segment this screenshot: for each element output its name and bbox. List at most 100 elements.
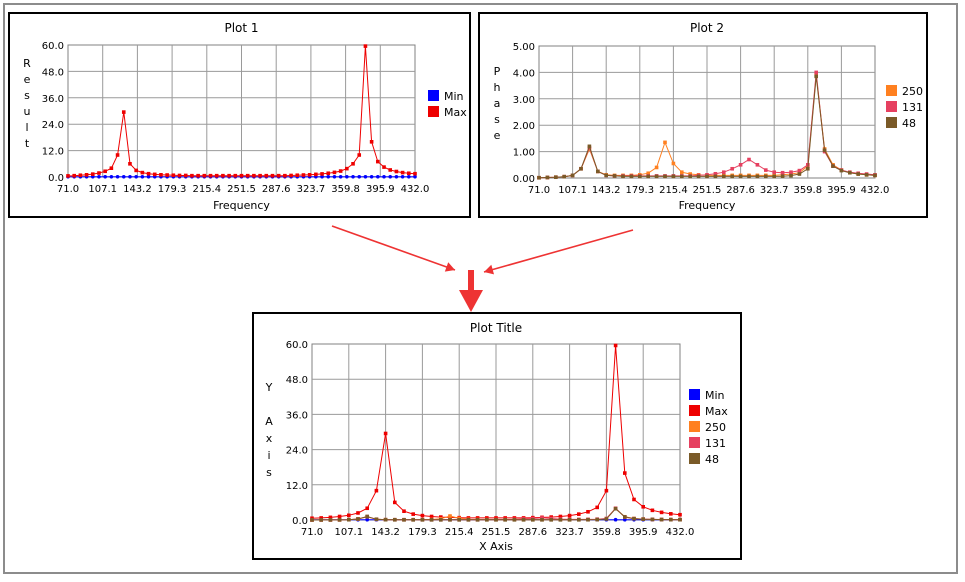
data-point [448,514,452,518]
data-point [295,173,300,178]
y-tick-label: 0.0 [292,516,308,527]
data-point [831,164,835,168]
data-point [347,517,351,522]
x-tick-label: 143.2 [371,527,400,538]
data-point [429,514,434,519]
data-point [613,343,618,348]
x-tick-label: 323.7 [760,185,789,196]
legend-label: 250 [705,421,726,434]
data-point [521,518,526,522]
x-tick-label: 251.5 [693,185,722,196]
legend-label: 48 [705,453,719,466]
data-point [839,168,844,173]
data-point [650,517,655,522]
data-point [357,153,362,157]
data-point [671,161,676,166]
data-point [177,173,182,178]
x-tick-label: 432.0 [401,184,430,195]
y-tick-label: 48.0 [286,375,308,386]
data-point [680,174,684,179]
data-point [97,174,101,179]
data-point [688,174,692,179]
data-point [376,174,380,179]
data-point [351,162,355,166]
data-point [196,173,200,178]
x-tick-label: 143.2 [592,185,621,196]
data-point [722,170,726,174]
data-point [115,153,120,157]
x-tick-label: 287.6 [262,184,291,195]
legend-label: 131 [902,101,923,114]
y-tick-label: 0.00 [513,174,535,185]
data-point [596,169,600,174]
x-tick-label: 287.6 [518,527,547,538]
x-tick-label: 215.4 [445,527,474,538]
data-point [604,488,609,493]
data-point [864,173,869,177]
data-point [540,516,544,520]
legend-swatch [886,85,897,96]
x-tick-label: 323.7 [555,527,584,538]
data-point [671,174,676,179]
plot-2-chart: Plot 2 71.0 107.1 143.2 179.3 215.4 251.5 287.6… [494,21,923,212]
x-tick-label: 107.1 [88,184,117,195]
data-point [264,173,269,178]
y-tick-label: 12.0 [42,147,64,158]
legend-label: 48 [902,117,916,130]
data-point [383,517,388,522]
data-point [814,74,818,79]
x-axis-label: X Axis [479,540,513,553]
data-point [764,174,768,179]
data-point [678,512,682,517]
data-point [345,166,349,171]
data-point [604,517,609,521]
data-point [388,174,393,179]
data-point [646,174,650,179]
data-point [374,488,379,493]
data-point [319,518,323,522]
data-point [562,174,566,179]
data-point [365,514,369,519]
data-point [388,168,393,172]
data-point [270,173,275,178]
x-tick-label: 71.0 [528,185,550,196]
data-point [772,174,776,179]
y-tick-label: 2.00 [513,121,535,132]
plot-1-panel: Plot 1 71.0 107.1 143.2 179.3 215.4 251.5 287.6… [8,12,471,218]
data-point [822,148,827,153]
data-point [570,173,575,178]
data-point [289,173,293,178]
data-point [109,174,114,179]
data-point [407,174,411,179]
y-tick-label: 60.0 [42,41,64,52]
data-point [669,512,673,516]
data-point [641,505,645,509]
data-point [152,172,157,177]
legend-swatch [689,421,700,432]
data-point [84,173,89,177]
data-point [558,514,563,519]
data-point [730,174,734,179]
data-point [393,500,397,505]
chart-title: Plot Title [470,321,522,335]
data-point [400,174,405,179]
data-point [448,518,452,522]
chart-title: Plot 2 [690,21,724,35]
data-point [780,170,785,175]
y-tick-label: 3.00 [513,95,535,106]
data-point [394,169,399,174]
data-point [586,509,590,514]
data-point [621,174,625,179]
data-point [856,172,860,176]
legend-swatch [689,437,700,448]
data-point [595,517,599,522]
data-point [134,168,138,173]
data-point [797,172,802,176]
arrow-left-head [444,262,455,272]
x-axis-label: Frequency [213,199,270,212]
data-point [420,518,425,522]
data-point [789,170,793,174]
data-point [121,174,126,179]
